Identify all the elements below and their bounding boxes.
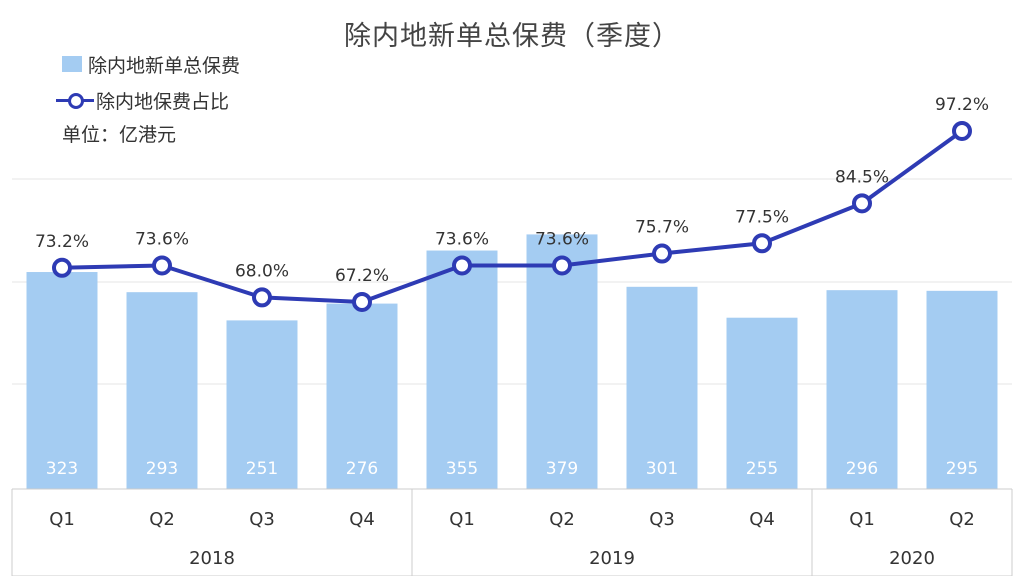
line-point — [652, 243, 672, 264]
unit-label: 单位：亿港元 — [62, 124, 177, 146]
line-value-label: 73.6% — [135, 229, 189, 249]
bar-value-label: 276 — [346, 459, 378, 479]
bar-value-label: 323 — [46, 459, 78, 479]
line-point — [52, 257, 72, 278]
x-tick-label: Q4 — [349, 509, 375, 530]
line-value-label: 73.6% — [435, 229, 489, 249]
bar — [426, 250, 498, 489]
bar-value-label: 296 — [846, 459, 878, 479]
line-point — [952, 120, 972, 141]
x-tick-label: Q4 — [749, 509, 775, 530]
bar-value-label: 295 — [946, 459, 978, 479]
line-value-label: 97.2% — [935, 95, 989, 115]
line-point — [552, 255, 572, 276]
line-value-label: 67.2% — [335, 266, 389, 286]
legend-bar-label: 除内地新单总保费 — [88, 54, 241, 77]
bar — [626, 286, 698, 489]
x-tick-label: Q1 — [849, 509, 875, 530]
bar-value-label: 251 — [246, 459, 278, 479]
x-tick-label: Q1 — [449, 509, 475, 530]
chart-title: 除内地新单总保费（季度） — [344, 21, 680, 52]
line-point — [252, 287, 272, 308]
line-point — [752, 233, 772, 254]
bar — [226, 320, 298, 489]
line-point — [152, 255, 172, 276]
line-series — [61, 129, 964, 304]
bar — [26, 272, 98, 489]
line-value-label: 75.7% — [635, 218, 689, 238]
x-group-label: 2019 — [589, 548, 635, 569]
line-value-label: 68.0% — [235, 261, 289, 281]
bar-value-label: 293 — [146, 459, 178, 479]
bar-value-label: 301 — [646, 459, 678, 479]
bar — [126, 292, 198, 489]
bar-value-label: 255 — [746, 459, 778, 479]
legend-item-bar: 除内地新单总保费 — [62, 46, 240, 82]
bar-value-label: 379 — [546, 459, 578, 479]
x-group-label: 2018 — [189, 548, 235, 569]
x-tick-label: Q3 — [249, 509, 275, 530]
x-tick-label: Q1 — [49, 509, 75, 530]
bar — [326, 303, 398, 489]
line-point — [852, 193, 872, 214]
legend-bar-swatch — [62, 56, 82, 72]
x-tick-label: Q3 — [649, 509, 675, 530]
x-group-label: 2020 — [889, 548, 935, 569]
line-point — [452, 255, 472, 276]
bar — [526, 234, 598, 489]
bar — [826, 290, 898, 489]
line-value-label: 77.5% — [735, 207, 789, 227]
line-value-label: 73.2% — [35, 232, 89, 252]
x-tick-label: Q2 — [149, 509, 175, 530]
bar — [926, 290, 998, 489]
legend-line-label: 除内地保费占比 — [96, 90, 230, 113]
line-value-label: 73.6% — [535, 229, 589, 249]
bar — [726, 317, 798, 489]
bar-value-label: 355 — [446, 459, 478, 479]
legend: 除内地新单总保费 除内地保费占比 — [56, 46, 240, 118]
legend-item-line: 除内地保费占比 — [56, 82, 240, 118]
legend-line-swatch — [56, 93, 94, 109]
line-point — [352, 291, 372, 312]
x-tick-label: Q2 — [949, 509, 975, 530]
x-tick-label: Q2 — [549, 509, 575, 530]
line-value-label: 84.5% — [835, 167, 889, 187]
